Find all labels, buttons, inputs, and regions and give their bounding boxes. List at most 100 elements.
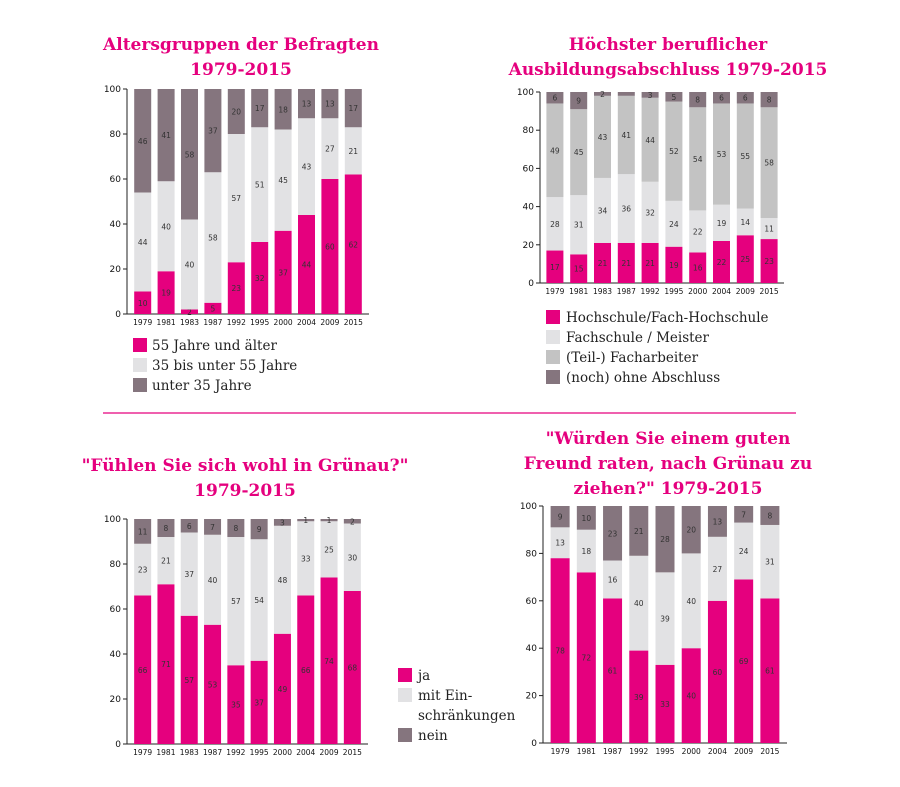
legend-swatch-ohne-abschluss [546, 370, 560, 384]
chart2-data-label: 11 [764, 225, 774, 234]
legend-label-fachschule: Fachschule / Meister [566, 330, 710, 346]
chart4-title-line2: Freund raten, nach Grünau zu [524, 454, 812, 474]
chart4-data-label: 24 [739, 547, 749, 556]
chart2-bar-2000-s2 [689, 210, 707, 253]
chart1-bar-1992-s2 [227, 134, 245, 263]
chart4-data-label: 21 [634, 527, 644, 536]
chart2-bar-1995-s3 [665, 101, 683, 201]
legend-swatch-55plus [133, 338, 147, 352]
chart2-x-tick-label: 1983 [593, 287, 612, 296]
chart2-x-tick-label: 1987 [617, 287, 636, 296]
chart2-bar-2000-s4 [689, 92, 707, 108]
chart1-data-label: 23 [232, 284, 242, 293]
chart1-y-tick-label: 100 [104, 85, 121, 95]
chart2-data-label: 43 [598, 133, 608, 142]
chart1-bar-1992-s3 [227, 89, 245, 134]
legend-swatch-nein [398, 728, 412, 742]
chart1-x-tick-label: 1979 [133, 318, 152, 327]
chart1-legend: 55 Jahre und älter 35 bis unter 55 Jahre… [133, 338, 297, 394]
chart3-data-label: 25 [324, 545, 334, 554]
chart4-title-line1: "Würden Sie einem guten [546, 429, 791, 449]
chart4-x-tick-label: 1987 [603, 747, 622, 756]
chart3-data-label: 57 [184, 676, 194, 685]
chart1-y-tick-label: 0 [115, 310, 121, 320]
chart1-data-label: 17 [349, 104, 359, 113]
chart3-x-tick-label: 2004 [296, 748, 315, 757]
chart1-data-label: 58 [185, 150, 195, 159]
chart3-y-tick-label: 80 [110, 560, 122, 570]
legend-swatch-mit-einschraenkungen [398, 688, 412, 702]
chart1-data-label: 37 [208, 127, 218, 136]
chart4-data-label: 20 [686, 526, 696, 535]
chart1-data-label: 20 [232, 108, 242, 117]
chart1-bar-2015-s3 [344, 89, 362, 128]
chart1-bar-2009-s2 [321, 118, 339, 179]
chart2-bar-1981-s1 [570, 254, 588, 283]
chart2-x-tick-label: 2004 [712, 287, 731, 296]
chart1-bar-1981-s2 [157, 181, 175, 272]
chart3-x-tick-label: 2015 [343, 748, 362, 757]
chart1-x-tick-label: 1981 [157, 318, 176, 327]
chart1-y-tick-label: 60 [110, 175, 122, 185]
chart4-data-label: 10 [582, 514, 592, 523]
chart2-data-label: 55 [741, 152, 751, 161]
chart2-bar-2009-s1 [736, 235, 754, 283]
chart2-bar-2004-s3 [713, 103, 730, 205]
chart2-y-tick-label: 60 [523, 164, 535, 174]
chart4-data-label: 39 [634, 693, 644, 702]
chart1-bar-1983-s3 [181, 89, 198, 220]
chart-ausbildungsabschluss: 0204060801001728496197915314591981213443… [517, 88, 784, 296]
chart1-bar-2004-s3 [298, 89, 315, 119]
chart2-y-tick-label: 0 [528, 279, 534, 289]
chart-wohlfuehlen: 0204060801006623111979712181981573761983… [104, 515, 368, 757]
chart4-bar-2000-s1 [681, 648, 701, 743]
chart2-bar-1983-s4 [594, 92, 611, 96]
chart2-data-label: 5 [672, 93, 677, 102]
legend-label-under35: unter 35 Jahre [152, 378, 252, 394]
chart2-bar-2015-s1 [760, 239, 778, 283]
chart3-bar-2009-s1 [320, 577, 338, 744]
legend-label-35to55: 35 bis unter 55 Jahre [152, 358, 297, 374]
chart3-bar-2004-s3 [297, 519, 315, 522]
chart2-bar-1995-s1 [665, 246, 683, 283]
chart1-bar-1983-s2 [181, 219, 198, 310]
chart2-data-label: 6 [743, 94, 748, 103]
chart2-bar-1979-s1 [546, 250, 564, 283]
chart1-y-tick-label: 20 [110, 265, 122, 275]
chart1-data-label: 41 [161, 131, 171, 140]
chart3-x-tick-label: 1979 [133, 748, 152, 757]
chart2-data-label: 41 [622, 131, 632, 140]
chart2-bar-1992-s1 [641, 242, 659, 283]
chart4-x-tick-label: 1992 [629, 747, 648, 756]
chart1-x-tick-label: 2015 [344, 318, 363, 327]
chart3-y-tick-label: 100 [104, 515, 121, 525]
chart2-data-label: 28 [550, 220, 560, 229]
chart1-data-label: 44 [138, 238, 148, 247]
chart1-data-label: 46 [138, 137, 148, 146]
chart3-data-label: 2 [350, 517, 355, 526]
chart3-x-tick-label: 2000 [273, 748, 292, 757]
chart2-x-tick-label: 1979 [545, 287, 564, 296]
chart2-bar-2004-s2 [713, 204, 730, 241]
chart4-bar-1979-s1 [550, 558, 570, 743]
chart3-bar-1979-s2 [134, 543, 152, 596]
chart2-bar-2004-s4 [713, 92, 730, 104]
chart4-data-label: 40 [686, 692, 696, 701]
chart1-data-label: 27 [325, 145, 335, 154]
chart4-data-label: 28 [660, 535, 670, 544]
chart3-title-line1: "Fühlen Sie sich wohl in Grünau?" [82, 456, 409, 476]
chart3-data-label: 33 [301, 554, 311, 563]
legend-swatch-hochschule [546, 310, 560, 324]
chart1-data-label: 62 [349, 240, 359, 249]
chart2-data-label: 21 [598, 259, 608, 268]
chart1-data-label: 57 [232, 194, 242, 203]
chart2-bar-1987-s2 [617, 174, 635, 243]
legend-label-schraenkungen: schränkungen [418, 708, 516, 724]
chart3-bar-1979-s1 [134, 595, 152, 744]
chart4-bar-2009-s3 [734, 506, 754, 523]
chart4-data-label: 7 [741, 510, 746, 519]
chart2-bar-1983-s1 [594, 242, 611, 283]
chart4-x-tick-label: 1981 [577, 747, 596, 756]
chart1-title-line1: Altersgruppen der Befragten [102, 35, 379, 55]
chart1-data-label: 5 [211, 304, 216, 313]
